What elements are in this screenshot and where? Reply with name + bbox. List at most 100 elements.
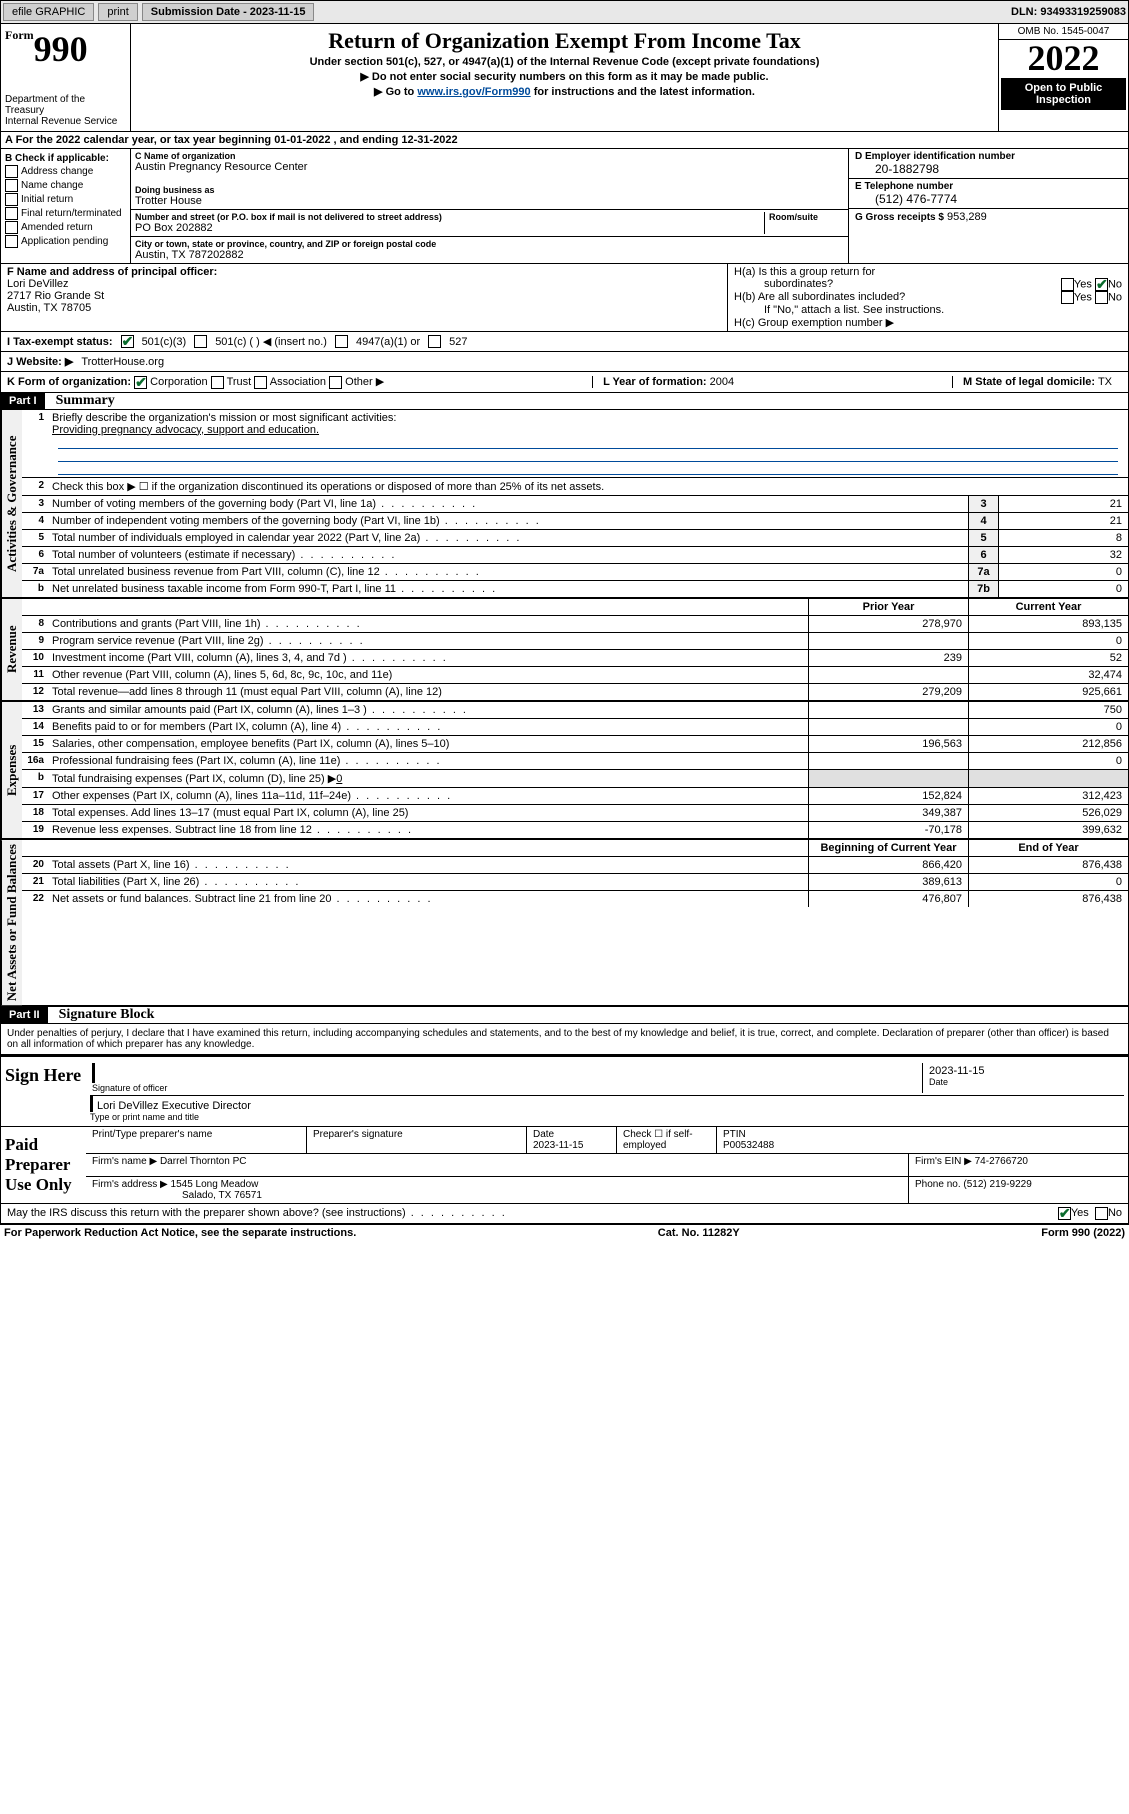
netassets-tab: Net Assets or Fund Balances xyxy=(1,840,22,1005)
dept-label: Department of the Treasury xyxy=(5,94,126,116)
firm-addr-value1: 1545 Long Meadow xyxy=(171,1179,259,1190)
501c3-checkbox[interactable] xyxy=(121,335,134,348)
open-public-badge: Open to Public Inspection xyxy=(1001,78,1126,110)
line16b-text: Total fundraising expenses (Part IX, col… xyxy=(48,770,808,787)
firm-name-value: Darrel Thornton PC xyxy=(160,1156,247,1167)
form-title: Return of Organization Exempt From Incom… xyxy=(135,28,994,54)
part2-title: Signature Block xyxy=(59,1007,155,1022)
ha-sub: subordinates? xyxy=(734,278,833,291)
amended-return-checkbox[interactable] xyxy=(5,221,18,234)
firm-addr-value2: Salado, TX 76571 xyxy=(92,1190,262,1201)
irs-link[interactable]: www.irs.gov/Form990 xyxy=(417,86,530,98)
gross-receipts-label: G Gross receipts $ xyxy=(855,212,944,223)
revenue-section: Revenue Prior Year Current Year 8Contrib… xyxy=(0,599,1129,702)
line7a-text: Total unrelated business revenue from Pa… xyxy=(48,564,968,580)
street-value: PO Box 202882 xyxy=(135,222,764,234)
assoc-checkbox[interactable] xyxy=(254,376,267,389)
hb-yes-checkbox[interactable] xyxy=(1061,291,1074,304)
line17-py: 152,824 xyxy=(808,788,968,804)
type-name-label: Type or print name and title xyxy=(90,1112,1124,1122)
hc-label: H(c) Group exemption number ▶ xyxy=(734,316,1122,329)
final-return-checkbox[interactable] xyxy=(5,207,18,220)
governance-section: Activities & Governance 1 Briefly descri… xyxy=(0,410,1129,599)
prep-sig-label: Preparer's signature xyxy=(306,1127,526,1153)
line3-value: 21 xyxy=(998,496,1128,512)
website-row: J Website: ▶ TrotterHouse.org xyxy=(0,352,1129,372)
line17-text: Other expenses (Part IX, column (A), lin… xyxy=(48,788,808,804)
line22-py: 476,807 xyxy=(808,891,968,907)
discuss-no-checkbox[interactable] xyxy=(1095,1207,1108,1220)
officer-printed-name: Lori DeVillez Executive Director xyxy=(90,1100,1124,1112)
4947-checkbox[interactable] xyxy=(335,335,348,348)
form-header: Form990 Department of the Treasury Inter… xyxy=(0,24,1129,132)
status-label: I Tax-exempt status: xyxy=(7,336,113,348)
line21-py: 389,613 xyxy=(808,874,968,890)
hb-label: H(b) Are all subordinates included? xyxy=(734,291,905,304)
line12-text: Total revenue—add lines 8 through 11 (mu… xyxy=(48,684,808,700)
app-pending-checkbox[interactable] xyxy=(5,235,18,248)
line10-text: Investment income (Part VIII, column (A)… xyxy=(48,650,808,666)
line20-text: Total assets (Part X, line 16) xyxy=(48,857,808,873)
domicile-label: M State of legal domicile: xyxy=(963,376,1095,388)
initial-return-checkbox[interactable] xyxy=(5,193,18,206)
part2-header: Part II xyxy=(1,1007,48,1023)
line7b-value: 0 xyxy=(998,581,1128,597)
website-value: TrotterHouse.org xyxy=(81,356,164,368)
sign-here-label: Sign Here xyxy=(1,1057,86,1126)
line22-cy: 876,438 xyxy=(968,891,1128,907)
ha-no-checkbox[interactable] xyxy=(1095,278,1108,291)
efile-button[interactable]: efile GRAPHIC xyxy=(3,3,94,21)
trust-checkbox[interactable] xyxy=(211,376,224,389)
city-label: City or town, state or province, country… xyxy=(135,239,844,249)
sig-date-label: Date xyxy=(929,1077,1116,1087)
line14-text: Benefits paid to or for members (Part IX… xyxy=(48,719,808,735)
phone-label: Phone no. xyxy=(915,1179,961,1190)
hb-note: If "No," attach a list. See instructions… xyxy=(734,304,1122,316)
line5-value: 8 xyxy=(998,530,1128,546)
line18-cy: 526,029 xyxy=(968,805,1128,821)
corp-checkbox[interactable] xyxy=(134,376,147,389)
firm-name-label: Firm's name ▶ xyxy=(92,1156,157,1167)
line16a-cy: 0 xyxy=(968,753,1128,769)
officer-city: Austin, TX 78705 xyxy=(7,302,721,314)
prep-name-label: Print/Type preparer's name xyxy=(86,1127,306,1153)
subtitle-2: ▶ Do not enter social security numbers o… xyxy=(135,70,994,83)
ptin-value: P00532488 xyxy=(723,1140,1122,1151)
ha-yes-checkbox[interactable] xyxy=(1061,278,1074,291)
line19-py: -70,178 xyxy=(808,822,968,838)
line12-cy: 925,661 xyxy=(968,684,1128,700)
line6-text: Total number of volunteers (estimate if … xyxy=(48,547,968,563)
governance-tab: Activities & Governance xyxy=(1,410,22,597)
telephone-value: (512) 476-7774 xyxy=(855,192,1122,206)
officer-group-block: F Name and address of principal officer:… xyxy=(0,264,1129,332)
line7a-value: 0 xyxy=(998,564,1128,580)
line18-text: Total expenses. Add lines 13–17 (must eq… xyxy=(48,805,808,821)
line15-text: Salaries, other compensation, employee b… xyxy=(48,736,808,752)
other-checkbox[interactable] xyxy=(329,376,342,389)
formation-year-value: 2004 xyxy=(710,376,734,388)
part1-header: Part I xyxy=(1,393,45,409)
501c-other-checkbox[interactable] xyxy=(194,335,207,348)
ptin-label: PTIN xyxy=(723,1129,1122,1140)
addr-change-checkbox[interactable] xyxy=(5,165,18,178)
part2-bar: Part II Signature Block xyxy=(0,1007,1129,1024)
prep-date-label: Date xyxy=(533,1129,610,1140)
name-change-checkbox[interactable] xyxy=(5,179,18,192)
footer-left: For Paperwork Reduction Act Notice, see … xyxy=(4,1227,356,1239)
line16a-py xyxy=(808,753,968,769)
netassets-section: Net Assets or Fund Balances Beginning of… xyxy=(0,840,1129,1007)
formation-year-label: L Year of formation: xyxy=(603,376,707,388)
officer-name: Lori DeVillez xyxy=(7,278,721,290)
line2-text: Check this box ▶ ☐ if the organization d… xyxy=(48,478,1128,495)
line19-cy: 399,632 xyxy=(968,822,1128,838)
line17-cy: 312,423 xyxy=(968,788,1128,804)
discuss-text: May the IRS discuss this return with the… xyxy=(7,1207,1058,1219)
527-checkbox[interactable] xyxy=(428,335,441,348)
line12-py: 279,209 xyxy=(808,684,968,700)
hb-no-checkbox[interactable] xyxy=(1095,291,1108,304)
print-button[interactable]: print xyxy=(98,3,137,21)
telephone-label: E Telephone number xyxy=(855,181,1122,192)
discuss-yes-checkbox[interactable] xyxy=(1058,1207,1071,1220)
signature-block: Sign Here Signature of officer 2023-11-1… xyxy=(0,1055,1129,1204)
ein-value: 20-1882798 xyxy=(855,162,1122,176)
